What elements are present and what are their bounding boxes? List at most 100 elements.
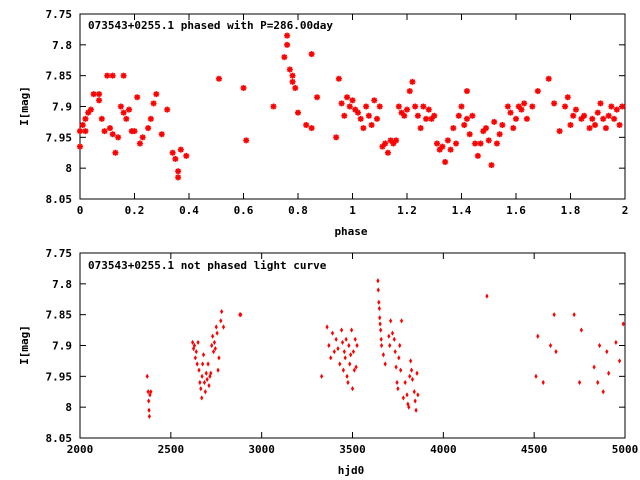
data-point — [513, 115, 519, 122]
y-tick-label: 8.05 — [46, 432, 73, 445]
data-point — [354, 364, 358, 370]
data-point — [496, 131, 503, 138]
y-tick-label: 7.95 — [46, 370, 73, 383]
data-point — [596, 379, 600, 386]
data-point — [515, 103, 522, 110]
data-point — [504, 103, 511, 110]
data-point — [211, 333, 215, 339]
data-point — [195, 361, 199, 367]
data-point — [109, 131, 116, 138]
x-tick-label: 0.2 — [125, 204, 145, 217]
data-point — [352, 367, 356, 373]
data-point — [374, 115, 381, 122]
data-point — [534, 88, 541, 95]
data-point — [605, 349, 609, 355]
x-tick-label: 2 — [622, 204, 629, 217]
data-point — [131, 128, 138, 135]
x-tick-label: 1.2 — [397, 204, 417, 217]
data-point — [371, 97, 378, 104]
data-point — [586, 125, 593, 132]
data-point — [572, 106, 579, 113]
data-point — [608, 103, 615, 110]
data-point — [112, 149, 119, 156]
data-point — [570, 112, 577, 119]
data-point — [357, 115, 364, 122]
data-point — [409, 358, 413, 364]
data-point — [551, 100, 558, 107]
data-point — [414, 112, 421, 119]
data-point — [597, 100, 604, 107]
data-point — [483, 125, 490, 132]
data-point — [417, 125, 424, 132]
data-point — [382, 140, 389, 147]
data-point — [536, 333, 540, 339]
data-point — [521, 100, 528, 107]
data-point — [401, 112, 408, 119]
phased-y-axis-label: I[mag] — [18, 86, 31, 126]
data-point — [117, 103, 124, 110]
y-tick-label: 7.85 — [46, 70, 73, 83]
data-point — [399, 318, 404, 324]
data-point — [564, 94, 571, 101]
data-point — [343, 355, 347, 361]
data-point — [621, 321, 625, 327]
data-point — [308, 125, 315, 132]
data-point — [345, 373, 349, 379]
data-point — [404, 106, 410, 113]
data-point — [493, 140, 500, 147]
phased-x-axis-label: phase — [334, 225, 367, 238]
data-point — [589, 115, 596, 122]
x-tick-label: 0 — [77, 204, 84, 217]
data-point — [384, 149, 391, 156]
data-point — [523, 115, 530, 122]
data-point — [397, 355, 401, 361]
data-point — [106, 125, 113, 132]
data-point — [355, 342, 359, 349]
data-point — [109, 72, 116, 79]
data-point — [507, 109, 514, 116]
y-tick-label: 8 — [65, 401, 72, 414]
data-point — [147, 115, 154, 122]
phased-axis-ticks: 0 0.2 0.4 0.6 0.8 1 1.2 1.4 1.6 1.8 2 7.75 7.8 7.85 7.… — [46, 8, 629, 217]
data-point — [420, 103, 427, 110]
x-tick-label: 5000 — [612, 443, 639, 456]
data-point — [200, 373, 204, 379]
data-point — [463, 88, 470, 95]
data-point — [335, 75, 342, 82]
data-point — [597, 342, 602, 349]
x-tick-label: 1.4 — [452, 204, 472, 217]
data-point — [393, 349, 397, 355]
data-point — [169, 149, 176, 156]
data-point — [215, 75, 222, 82]
data-point — [545, 75, 552, 82]
data-point — [221, 324, 226, 330]
x-tick-label: 2500 — [158, 443, 185, 456]
data-point — [191, 345, 196, 352]
data-point — [193, 355, 197, 361]
data-point — [333, 134, 340, 141]
data-point — [399, 367, 403, 373]
data-point — [284, 32, 291, 39]
data-point — [98, 115, 105, 122]
x-tick-label: 0.4 — [179, 204, 199, 217]
data-point — [392, 336, 396, 342]
x-tick-label: 4500 — [521, 443, 548, 456]
data-point — [325, 324, 329, 330]
data-point — [136, 140, 143, 147]
data-point — [194, 349, 198, 355]
x-tick-label: 3000 — [248, 443, 275, 456]
data-point — [153, 91, 160, 98]
data-point — [567, 122, 574, 128]
data-point — [77, 143, 83, 150]
data-point — [393, 137, 400, 144]
x-tick-label: 1 — [349, 204, 356, 217]
data-point — [354, 109, 361, 116]
data-point — [611, 115, 618, 122]
data-point — [90, 91, 97, 98]
data-point — [338, 100, 345, 107]
data-point — [295, 109, 301, 116]
data-point — [213, 345, 217, 352]
data-point — [518, 106, 525, 113]
y-tick-label: 7.9 — [52, 101, 72, 114]
